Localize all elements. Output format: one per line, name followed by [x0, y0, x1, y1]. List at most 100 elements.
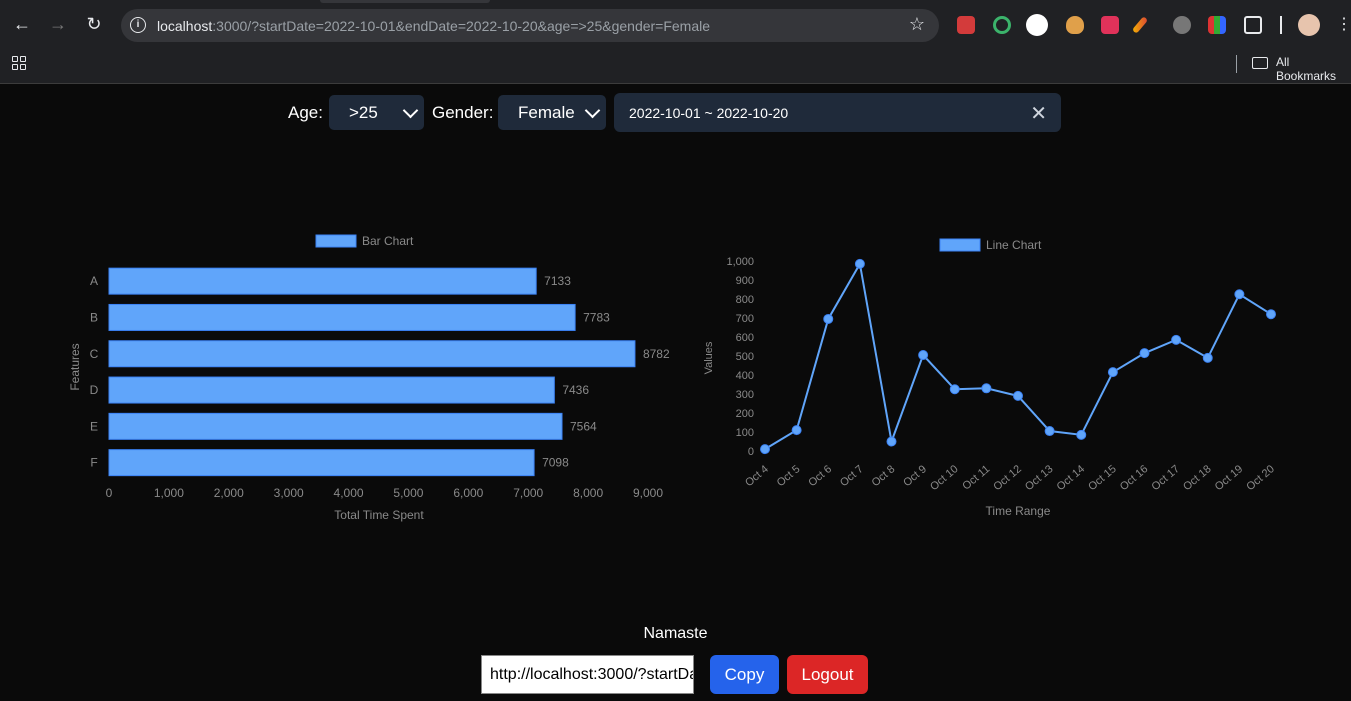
line-y-tick: 900	[736, 275, 754, 287]
line-x-tick: Oct 20	[1244, 463, 1277, 493]
gender-select[interactable]: Female	[498, 95, 606, 130]
bar-C[interactable]	[108, 340, 636, 368]
line-point[interactable]	[1076, 429, 1087, 440]
bookmark-star-icon[interactable]: ☆	[908, 14, 925, 34]
line-ylabel: Values	[703, 341, 715, 374]
extension-icon-5[interactable]	[1101, 16, 1119, 34]
copy-button[interactable]: Copy	[710, 655, 779, 694]
line-x-tick: Oct 4	[743, 463, 771, 489]
extension-icon-8[interactable]	[1208, 16, 1226, 34]
line-point[interactable]	[854, 258, 865, 269]
line-legend-label[interactable]: Line Chart	[986, 238, 1042, 252]
bar-x-tick: 5,000	[393, 486, 423, 500]
line-point[interactable]	[791, 425, 802, 436]
site-info-icon[interactable]: i	[130, 17, 146, 33]
bar-B[interactable]	[108, 303, 576, 331]
extension-icon-3[interactable]	[1026, 14, 1048, 36]
line-point[interactable]	[918, 350, 929, 361]
chevron-down-icon	[402, 102, 419, 119]
bar-ylabel: Features	[68, 343, 82, 390]
profile-avatar[interactable]	[1298, 14, 1320, 36]
reload-icon[interactable]: ↻	[86, 13, 102, 34]
line-point[interactable]	[823, 313, 834, 324]
back-arrow-icon[interactable]: ←	[13, 13, 31, 34]
extensions-puzzle-icon[interactable]	[1244, 16, 1262, 34]
bar-category-label: B	[90, 310, 98, 324]
line-point[interactable]	[1139, 348, 1150, 359]
line-point[interactable]	[949, 384, 960, 395]
extension-icon-6[interactable]	[1131, 16, 1149, 34]
bar-x-tick: 6,000	[453, 486, 483, 500]
bar-x-tick: 8,000	[573, 486, 603, 500]
bar-x-tick: 0	[106, 486, 113, 500]
bar-data-label: 7133	[544, 274, 571, 288]
line-legend-swatch[interactable]	[939, 238, 981, 252]
line-x-tick: Oct 13	[1023, 463, 1056, 493]
line-y-tick: 200	[736, 408, 754, 420]
bar-D[interactable]	[108, 376, 555, 404]
extension-icon-4[interactable]	[1066, 16, 1084, 34]
bar-A[interactable]	[108, 267, 537, 295]
gender-label: Gender:	[432, 103, 494, 122]
bar-data-label: 8782	[643, 347, 670, 361]
gender-select-value: Female	[518, 103, 575, 122]
line-point[interactable]	[1171, 334, 1182, 345]
line-point[interactable]	[1107, 367, 1118, 378]
bar-legend-label[interactable]: Bar Chart	[362, 234, 414, 248]
age-select[interactable]: >25	[329, 95, 424, 130]
line-point[interactable]	[760, 444, 770, 455]
bar-legend-swatch[interactable]	[315, 234, 357, 248]
bar-x-tick: 2,000	[214, 486, 244, 500]
line-x-tick: Oct 11	[960, 463, 992, 493]
bar-xlabel: Total Time Spent	[334, 508, 424, 522]
line-x-tick: Oct 12	[991, 463, 1024, 493]
line-x-tick: Oct 7	[838, 463, 866, 489]
line-point[interactable]	[1013, 390, 1023, 401]
line-x-tick: Oct 10	[928, 463, 961, 493]
line-chart: Line Chart 0 100 200 300 400 500 600 700 800 900 1…	[703, 238, 1277, 518]
bar-F[interactable]	[108, 449, 535, 477]
all-bookmarks-link[interactable]: All Bookmarks	[1276, 55, 1337, 83]
line-point[interactable]	[1234, 289, 1245, 300]
bar-x-tick: 7,000	[513, 486, 543, 500]
menu-dots-icon[interactable]: ⋮	[1336, 16, 1351, 33]
line-x-tick: Oct 9	[901, 463, 929, 489]
line-x-tick: Oct 5	[775, 463, 803, 489]
line-xlabel: Time Range	[986, 504, 1051, 518]
bar-data-label: 7783	[583, 310, 610, 324]
line-point[interactable]	[981, 383, 992, 394]
line-point[interactable]	[1202, 352, 1213, 363]
bar-x-tick: 9,000	[633, 486, 663, 500]
date-range-picker[interactable]: 2022-10-01 ~ 2022-10-20 ✕	[614, 93, 1061, 132]
close-icon[interactable]: ✕	[1030, 103, 1047, 125]
line-y-tick: 1,000	[726, 256, 754, 268]
bar-E[interactable]	[108, 412, 563, 440]
line-x-tick: Oct 17	[1150, 463, 1183, 493]
address-bar[interactable]: i localhost:3000/?startDate=2022-10-01&e…	[121, 9, 939, 42]
line-point[interactable]	[1044, 426, 1055, 437]
date-range-value: 2022-10-01 ~ 2022-10-20	[629, 105, 789, 121]
greeting-text: Namaste	[643, 625, 708, 642]
bar-category-label: A	[90, 274, 98, 288]
line-y-tick: 0	[748, 446, 754, 458]
bar-data-label: 7098	[542, 456, 569, 470]
forward-arrow-icon[interactable]: →	[49, 13, 67, 34]
line-x-tick: Oct 19	[1213, 463, 1246, 493]
line-point[interactable]	[886, 436, 897, 447]
folder-icon	[1252, 57, 1268, 69]
share-url-input[interactable]: http://localhost:3000/?startDate=2022-10…	[481, 655, 694, 694]
line-y-tick: 300	[736, 389, 754, 401]
bar-x-tick: 4,000	[334, 486, 364, 500]
bookmarks-bar: All Bookmarks	[0, 48, 1351, 84]
logout-button[interactable]: Logout	[787, 655, 868, 694]
address-url[interactable]: localhost:3000/?startDate=2022-10-01&end…	[157, 18, 711, 34]
extension-icon-2[interactable]	[993, 16, 1011, 34]
extension-icon-1[interactable]	[957, 16, 975, 34]
extension-icon-7[interactable]	[1173, 16, 1191, 34]
bar-category-label: F	[90, 456, 97, 470]
line-series	[764, 260, 1272, 450]
line-y-tick: 100	[736, 427, 754, 439]
line-y-tick: 800	[736, 294, 754, 306]
apps-grid-icon[interactable]	[12, 56, 26, 70]
line-point[interactable]	[1266, 309, 1276, 320]
